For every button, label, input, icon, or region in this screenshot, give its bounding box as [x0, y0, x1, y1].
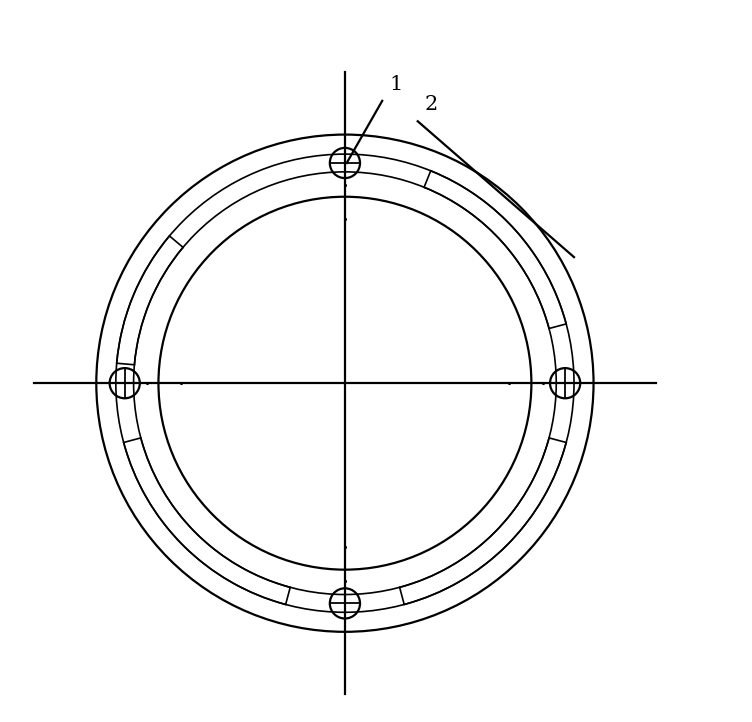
Text: 1: 1	[390, 75, 402, 94]
Text: 2: 2	[425, 95, 438, 114]
